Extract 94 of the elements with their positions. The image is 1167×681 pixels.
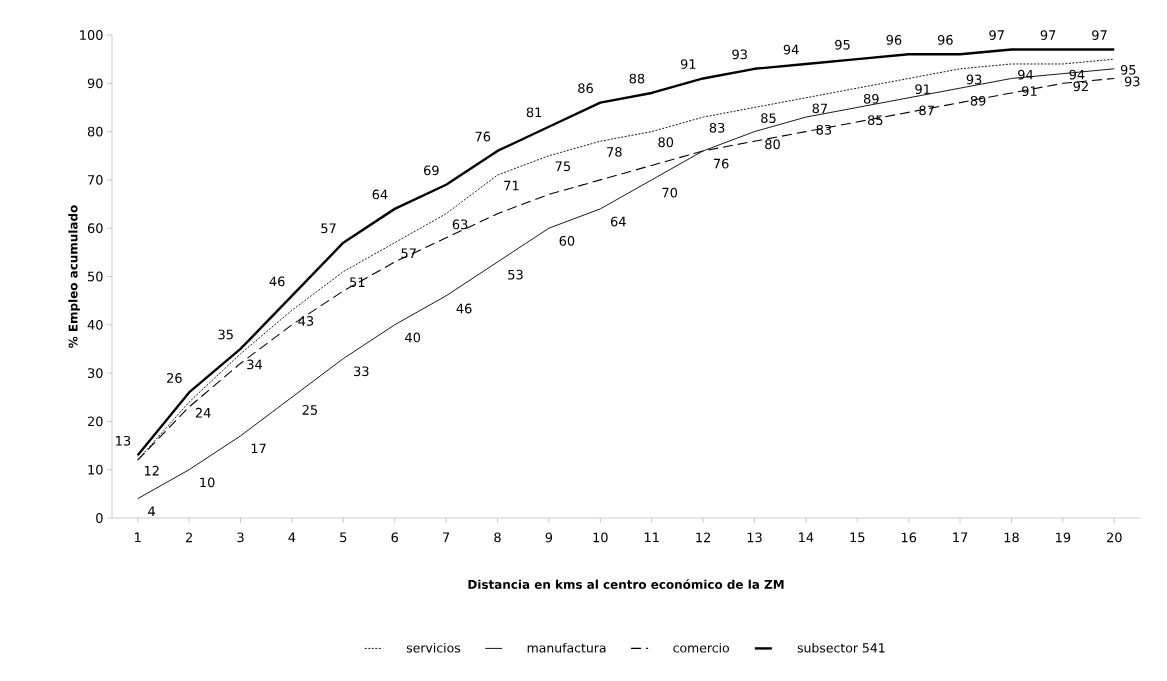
- data-label: 64: [610, 216, 626, 227]
- x-tick-label: 11: [644, 532, 659, 542]
- data-label: 40: [405, 332, 421, 343]
- y-tick-label: 10: [88, 464, 103, 475]
- data-label: 71: [504, 180, 519, 191]
- data-label: 93: [732, 49, 747, 60]
- data-label: 80: [765, 139, 780, 150]
- data-label: 78: [607, 147, 622, 157]
- data-label: 89: [863, 93, 879, 104]
- data-label: 63: [452, 219, 468, 230]
- x-tick-label: 12: [696, 532, 711, 543]
- data-label: 57: [401, 248, 416, 259]
- x-tick-label: 19: [1056, 532, 1071, 543]
- x-tick-label: 8: [494, 532, 501, 543]
- x-tick-label: 17: [953, 532, 968, 542]
- data-label: 81: [526, 107, 542, 118]
- x-tick-label: 7: [443, 532, 450, 542]
- data-label: 17: [251, 443, 266, 454]
- x-tick-label: 4: [288, 532, 296, 542]
- y-tick-label: 100: [80, 30, 103, 40]
- data-label: 46: [456, 303, 472, 314]
- data-label: 34: [247, 359, 263, 370]
- data-label: 97: [1040, 30, 1056, 40]
- y-tick-label: 20: [87, 416, 103, 427]
- x-tick-label: 18: [1004, 532, 1019, 543]
- data-label: 13: [116, 435, 131, 446]
- data-label: 69: [424, 165, 439, 176]
- data-label: 93: [966, 74, 982, 85]
- y-axis-title: % Empleo acumulado: [68, 205, 80, 348]
- y-tick-label: 0: [96, 513, 103, 523]
- data-label: 12: [144, 465, 159, 476]
- data-label: 26: [167, 373, 182, 383]
- y-tick-label: 70: [88, 175, 103, 185]
- data-label: 24: [195, 407, 211, 418]
- x-tick-label: 1: [135, 532, 141, 542]
- data-label: 46: [269, 276, 285, 287]
- x-tick-label: 6: [391, 532, 398, 543]
- x-tick-label: 9: [545, 532, 553, 543]
- data-label: 53: [508, 269, 523, 280]
- data-label: 51: [350, 277, 365, 288]
- y-tick-label: 80: [87, 126, 103, 137]
- x-tick-label: 20: [1107, 532, 1122, 543]
- data-label: 87: [919, 105, 934, 116]
- data-label: 95: [835, 39, 850, 50]
- data-label: 80: [658, 137, 674, 148]
- data-label: 94: [1069, 69, 1085, 80]
- data-label: 75: [555, 161, 571, 172]
- x-tick-label: 15: [850, 532, 865, 543]
- legend-label: manufactura: [527, 642, 606, 653]
- data-label: 25: [302, 405, 318, 415]
- x-tick-label: 3: [237, 532, 244, 543]
- x-tick-label: 14: [799, 532, 814, 542]
- data-label: 35: [218, 329, 233, 340]
- data-label: 96: [937, 35, 953, 45]
- y-tick-label: 40: [87, 319, 103, 330]
- data-label: 70: [662, 187, 678, 198]
- data-label: 94: [783, 44, 799, 55]
- data-label: 76: [475, 131, 491, 142]
- data-label: 89: [970, 95, 986, 106]
- data-label: 91: [680, 59, 696, 69]
- data-label: 87: [812, 103, 828, 114]
- data-label: 95: [1120, 64, 1136, 75]
- data-label: 33: [354, 366, 369, 377]
- y-tick-label: 30: [87, 368, 103, 378]
- data-label: 10: [200, 477, 215, 488]
- data-label: 88: [629, 73, 645, 84]
- y-tick-label: 60: [87, 223, 103, 234]
- data-label: 43: [298, 316, 314, 326]
- y-tick-label: 90: [87, 78, 103, 89]
- legend-label: subsector 541: [797, 642, 885, 653]
- legend-label: comercio: [673, 642, 729, 653]
- x-tick-label: 10: [593, 532, 608, 543]
- data-label: 4: [148, 506, 155, 516]
- data-label: 57: [321, 223, 336, 234]
- x-tick-label: 2: [185, 532, 192, 543]
- x-tick-label: 13: [747, 532, 762, 543]
- data-label: 76: [713, 158, 729, 169]
- data-label: 97: [1092, 30, 1107, 40]
- x-tick-label: 16: [901, 532, 917, 543]
- data-label: 93: [1124, 76, 1140, 87]
- x-tick-label: 5: [340, 532, 347, 543]
- legend-label: servicios: [406, 642, 461, 653]
- data-label: 83: [709, 122, 725, 133]
- data-label: 91: [1022, 86, 1037, 97]
- data-label: 86: [578, 83, 593, 94]
- data-label: 96: [886, 35, 902, 45]
- data-label: 64: [372, 189, 388, 200]
- data-label: 91: [915, 84, 930, 95]
- y-tick-label: 50: [88, 271, 103, 282]
- data-label: 60: [559, 235, 575, 246]
- data-label: 92: [1073, 81, 1088, 92]
- data-label: 85: [761, 113, 776, 124]
- data-label: 97: [989, 30, 1004, 40]
- x-axis-title: Distancia en kms al centro económico de la ZM: [468, 579, 784, 589]
